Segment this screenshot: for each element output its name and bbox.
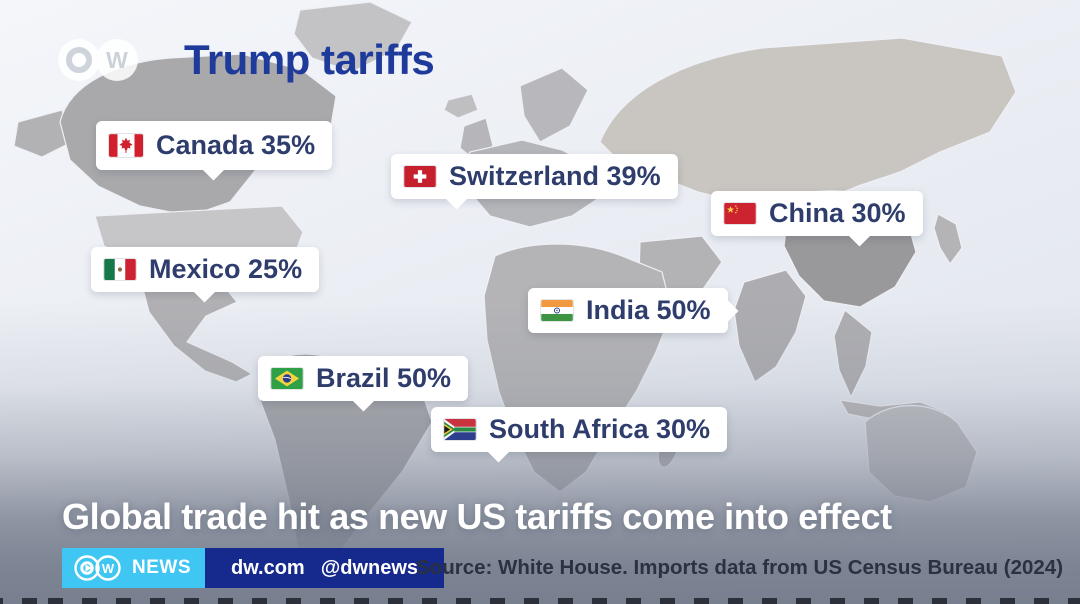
label-switzerland: Switzerland 39% bbox=[391, 154, 678, 199]
label-switzerland-text: Switzerland 39% bbox=[449, 161, 661, 191]
mexico-flag-icon bbox=[104, 259, 136, 280]
dw-news-brand-box: W NEWS bbox=[62, 548, 205, 588]
label-canada: Canada 35% bbox=[96, 121, 333, 170]
map-africa bbox=[483, 243, 673, 493]
label-brazil: Brazil 50% bbox=[258, 356, 469, 401]
label-china-text: China 30% bbox=[769, 198, 906, 228]
label-china: China 30% bbox=[711, 191, 923, 236]
footer-bar: W NEWS dw.com @dwnews bbox=[62, 548, 445, 588]
brazil-flag-icon bbox=[271, 368, 303, 389]
map-scandinavia bbox=[519, 67, 589, 143]
label-india-text: India 50% bbox=[586, 295, 711, 325]
svg-text:W: W bbox=[106, 47, 128, 73]
label-south-africa-text: South Africa 30% bbox=[489, 414, 711, 444]
label-mexico-text: Mexico 25% bbox=[149, 254, 303, 284]
dw-site-box: dw.com @dwnews bbox=[205, 548, 445, 588]
china-flag-icon bbox=[724, 203, 756, 224]
switzerland-flag-icon bbox=[404, 166, 436, 187]
south-africa-flag-icon bbox=[444, 419, 476, 440]
india-flag-icon bbox=[541, 300, 573, 321]
map-australia bbox=[864, 405, 978, 503]
dw-news-label: NEWS bbox=[132, 557, 191, 578]
page-title: Trump tariffs bbox=[184, 36, 435, 83]
map-alaska bbox=[13, 109, 73, 158]
label-brazil-text: Brazil 50% bbox=[316, 363, 452, 393]
clipped-caption-strip bbox=[0, 598, 1080, 604]
dw-logo-icon: W bbox=[74, 555, 121, 581]
label-south-africa: South Africa 30% bbox=[431, 407, 728, 452]
svg-text:W: W bbox=[102, 561, 115, 576]
map-india bbox=[733, 269, 807, 383]
canada-flag-icon bbox=[109, 134, 143, 157]
map-greenland bbox=[293, 1, 413, 73]
map-iceland bbox=[443, 93, 479, 119]
label-canada-text: Canada 35% bbox=[156, 130, 316, 160]
map-japan bbox=[933, 213, 963, 265]
label-mexico: Mexico 25% bbox=[91, 247, 320, 292]
dw-watermark-logo: W bbox=[58, 39, 138, 81]
headline: Global trade hit as new US tariffs come … bbox=[62, 496, 892, 537]
dw-site-url: dw.com bbox=[231, 556, 305, 579]
source-credit: Source: White House. Imports data from U… bbox=[416, 556, 1064, 579]
label-india: India 50% bbox=[528, 288, 728, 333]
dw-social-handle: @dwnews bbox=[320, 556, 419, 579]
map-se-asia bbox=[833, 309, 873, 398]
